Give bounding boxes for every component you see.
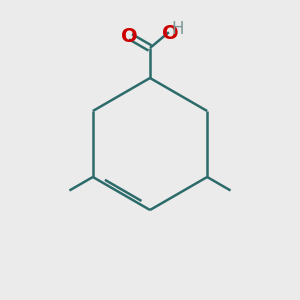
Text: O: O bbox=[121, 27, 138, 46]
Text: O: O bbox=[162, 24, 179, 43]
Text: H: H bbox=[171, 20, 184, 38]
